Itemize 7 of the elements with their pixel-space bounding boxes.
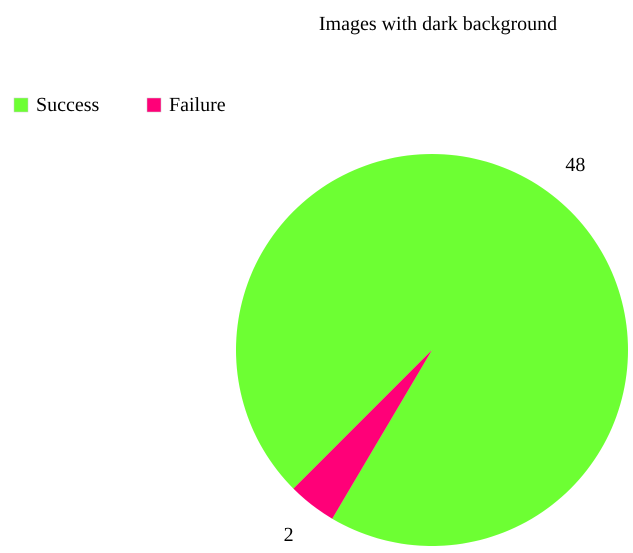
legend-label: Success: [36, 94, 100, 116]
pie-slice: [236, 154, 628, 546]
legend-label: Failure: [169, 94, 226, 116]
data-label: 2: [284, 524, 294, 546]
chart-title: Images with dark background: [318, 13, 558, 35]
data-label: 48: [565, 154, 586, 176]
pie-slice: [293, 350, 432, 519]
